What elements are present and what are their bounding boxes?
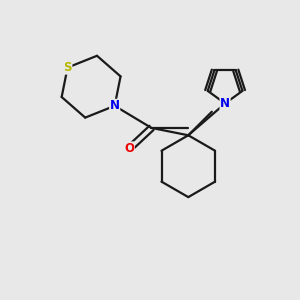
Text: O: O xyxy=(124,142,134,155)
Text: S: S xyxy=(63,61,72,74)
Text: N: N xyxy=(220,97,230,110)
Text: N: N xyxy=(110,99,120,112)
